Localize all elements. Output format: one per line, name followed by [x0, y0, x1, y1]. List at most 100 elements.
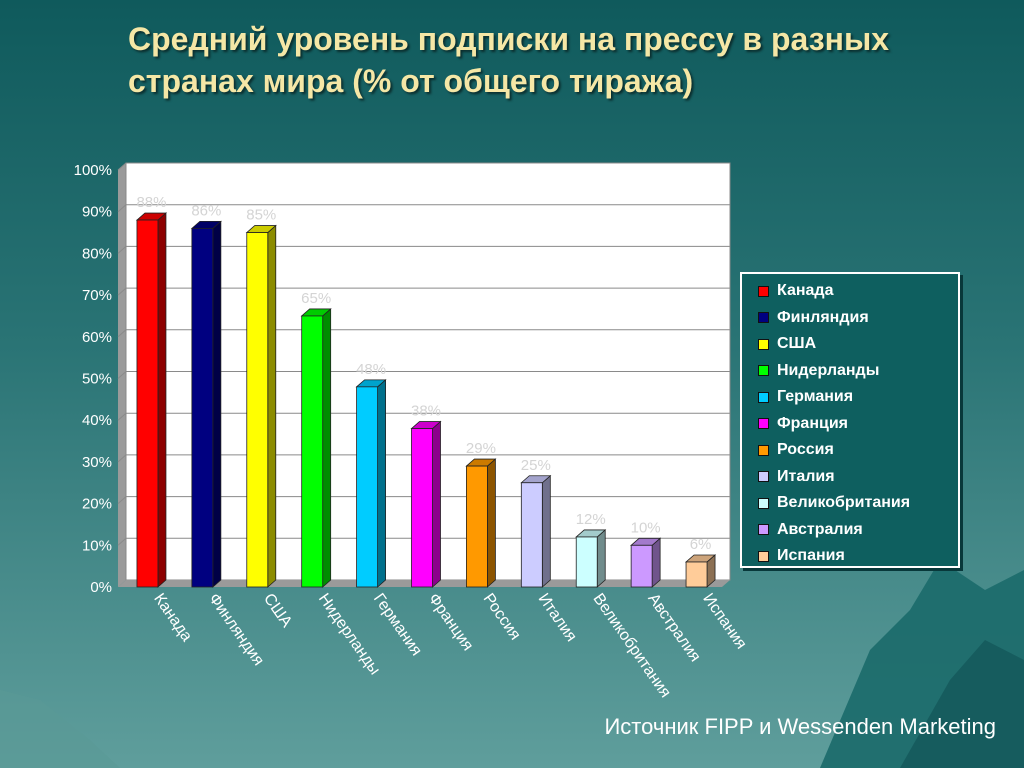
data-label: 12% — [576, 511, 606, 528]
gridline-side — [117, 329, 127, 338]
bar-side — [487, 458, 496, 588]
legend-swatch — [758, 418, 769, 430]
legend-label: Канада — [777, 282, 834, 300]
source-note: Источник FIPP и Wessenden Marketing — [604, 714, 996, 739]
data-label: 65% — [301, 290, 331, 307]
x-tick-label: Россия — [480, 591, 524, 644]
x-tick-label: Финляндия — [205, 591, 267, 669]
legend-label: Финляндия — [777, 308, 869, 326]
bar-side — [432, 420, 441, 588]
y-tick-label: 30% — [82, 454, 112, 471]
bar-side — [596, 529, 606, 588]
gridline-side — [117, 371, 127, 379]
y-tick-label: 70% — [82, 287, 112, 304]
y-tick-label: 100% — [74, 162, 112, 179]
data-label: 6% — [690, 536, 712, 553]
data-label: 88% — [136, 194, 166, 211]
legend-item: Финляндия — [758, 305, 958, 332]
legend-label: Россия — [777, 441, 834, 459]
x-tick-label: Германия — [370, 591, 425, 660]
y-tick-label: 0% — [90, 579, 112, 596]
bar-side — [651, 537, 661, 588]
bar-side — [377, 378, 386, 588]
data-label: 29% — [466, 440, 496, 457]
legend-label: Австралия — [777, 520, 863, 538]
legend-label: Германия — [777, 388, 854, 406]
gridline-side — [117, 454, 127, 463]
bar — [630, 544, 653, 588]
gridline-side — [117, 496, 127, 504]
data-label: 86% — [191, 202, 221, 219]
bar-side — [541, 474, 551, 588]
title-line-2: странах мира (% от общего тиража) — [128, 63, 694, 99]
x-tick-label: Италия — [535, 591, 580, 645]
legend-item: Великобритания — [758, 490, 958, 517]
bar-side — [322, 308, 332, 588]
legend-swatch — [758, 312, 769, 324]
legend-swatch — [758, 471, 769, 483]
legend-swatch — [758, 391, 769, 403]
legend-item: Нидерланды — [758, 358, 958, 385]
data-label: 85% — [246, 207, 276, 224]
bar — [575, 536, 598, 588]
legend-swatch — [758, 365, 769, 377]
x-tick-label: Франция — [425, 591, 477, 654]
legend-label: Нидерланды — [777, 361, 880, 379]
bar — [520, 482, 543, 588]
legend-swatch — [758, 338, 769, 350]
legend-item: США — [758, 331, 958, 358]
y-tick-label: 50% — [82, 371, 112, 388]
x-tick-label: США — [260, 591, 295, 631]
title-line-1: Средний уровень подписки на прессу в раз… — [128, 21, 890, 57]
x-tick-label: Австралия — [644, 591, 703, 666]
legend-item: Россия — [758, 437, 958, 464]
bar — [466, 465, 488, 588]
gridline-side — [117, 412, 127, 421]
chart-legend: Канада Финляндия США Нидерланды Германия Фран… — [740, 272, 960, 568]
legend-label: Великобритания — [777, 494, 911, 512]
bar — [246, 232, 269, 588]
data-label: 38% — [411, 403, 441, 420]
bar-side — [157, 212, 167, 588]
bar — [136, 219, 159, 588]
legend-item: Испания — [758, 543, 958, 570]
bar-side — [212, 220, 222, 588]
data-label: 25% — [521, 457, 551, 474]
y-tick-label: 40% — [82, 412, 112, 429]
bar — [356, 386, 378, 588]
legend-item: Германия — [758, 384, 958, 411]
legend-label: Италия — [777, 467, 835, 485]
page-title: Средний уровень подписки на прессу в раз… — [128, 18, 988, 102]
gridline-side — [117, 162, 127, 171]
bar — [301, 315, 324, 588]
legend-swatch — [758, 497, 769, 509]
legend-item: Австралия — [758, 517, 958, 544]
data-label: 10% — [631, 519, 661, 536]
data-label: 48% — [356, 361, 386, 378]
legend-swatch — [758, 444, 769, 456]
legend-item: Италия — [758, 464, 958, 491]
legend-label: Испания — [777, 547, 845, 565]
legend-swatch — [758, 524, 769, 536]
legend-swatch — [758, 285, 769, 297]
x-tick-label: Канада — [150, 591, 195, 645]
gridline-side — [117, 287, 127, 296]
bar — [685, 561, 708, 588]
legend-item: Канада — [758, 278, 958, 305]
y-tick-label: 80% — [82, 245, 112, 262]
legend-label: США — [777, 335, 817, 353]
legend-item: Франция — [758, 411, 958, 438]
gridline-side — [117, 204, 127, 213]
y-tick-label: 60% — [82, 329, 112, 346]
y-tick-label: 90% — [82, 204, 112, 221]
bar — [411, 428, 433, 588]
legend-swatch — [758, 550, 769, 562]
bar — [191, 227, 214, 588]
y-tick-label: 20% — [82, 496, 112, 513]
legend-label: Франция — [777, 414, 848, 432]
x-tick-label: Испания — [699, 591, 749, 653]
gridline-side — [117, 537, 127, 546]
bar-side — [267, 224, 277, 588]
